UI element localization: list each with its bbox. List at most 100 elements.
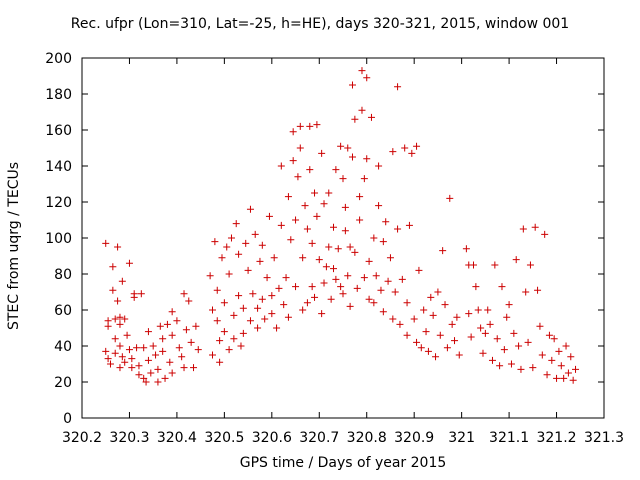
data-point — [413, 142, 421, 150]
data-point — [536, 322, 544, 330]
data-point — [553, 374, 561, 382]
data-point — [446, 194, 454, 202]
data-point — [360, 175, 368, 183]
data-point — [254, 304, 262, 312]
data-point — [403, 299, 411, 307]
data-point — [301, 202, 309, 210]
data-point — [332, 275, 340, 283]
plot-frame — [81, 57, 605, 419]
data-point — [116, 313, 124, 321]
data-point — [104, 322, 112, 330]
data-point — [346, 302, 354, 310]
data-point — [180, 364, 188, 372]
data-point — [512, 256, 520, 264]
data-point — [360, 274, 368, 282]
x-axis-label: GPS time / Days of year 2015 — [239, 455, 447, 471]
data-point — [235, 292, 243, 300]
data-point — [246, 205, 254, 213]
data-point — [453, 313, 461, 321]
data-point — [289, 157, 297, 165]
data-point — [156, 322, 164, 330]
data-point — [358, 67, 366, 75]
data-point — [413, 338, 421, 346]
data-point — [541, 230, 549, 238]
data-point — [147, 369, 155, 377]
data-point — [427, 293, 435, 301]
data-point — [346, 243, 354, 251]
data-point — [102, 347, 110, 355]
data-point — [451, 337, 459, 345]
data-point — [268, 292, 276, 300]
x-tick-label: 320.7 — [299, 430, 339, 446]
data-point — [543, 371, 551, 379]
data-point — [190, 364, 198, 372]
data-point — [308, 239, 316, 247]
data-point — [303, 225, 311, 233]
data-point — [557, 362, 565, 370]
data-point — [213, 317, 221, 325]
data-point — [109, 263, 117, 271]
data-point — [415, 266, 423, 274]
data-point — [166, 358, 174, 366]
data-point — [140, 374, 148, 382]
data-point — [187, 338, 195, 346]
data-point — [173, 317, 181, 325]
data-point — [244, 266, 252, 274]
x-tick-label: 320.2 — [62, 430, 102, 446]
data-point — [332, 166, 340, 174]
data-point — [382, 218, 390, 226]
data-point — [348, 153, 356, 161]
data-point — [128, 364, 136, 372]
data-point — [398, 275, 406, 283]
data-point — [529, 364, 537, 372]
data-point — [249, 290, 257, 298]
data-point — [439, 247, 447, 255]
data-point — [159, 347, 167, 355]
data-point — [318, 310, 326, 318]
data-point — [500, 346, 508, 354]
data-point — [322, 263, 330, 271]
data-point — [562, 342, 570, 350]
data-point — [230, 311, 238, 319]
data-point — [384, 277, 392, 285]
data-point — [209, 351, 216, 359]
data-point — [318, 149, 326, 157]
data-point — [491, 261, 499, 269]
data-point — [303, 299, 311, 307]
data-point — [526, 261, 534, 269]
data-point — [168, 331, 176, 339]
data-point — [372, 272, 380, 280]
data-point — [144, 356, 152, 364]
data-point — [292, 283, 300, 291]
data-point — [296, 122, 304, 130]
data-point — [477, 324, 485, 332]
data-point — [403, 331, 411, 339]
data-point — [111, 349, 119, 357]
data-point — [294, 173, 302, 181]
data-point — [175, 344, 183, 352]
data-point — [493, 335, 501, 343]
data-point — [472, 283, 480, 291]
data-point — [206, 272, 214, 280]
data-point — [213, 286, 221, 294]
data-point — [481, 329, 489, 337]
data-point — [394, 225, 402, 233]
data-point — [133, 344, 141, 352]
data-point — [135, 371, 143, 379]
data-point — [242, 239, 250, 247]
data-point — [348, 81, 356, 89]
data-point — [261, 315, 269, 323]
data-point — [470, 261, 477, 269]
data-point — [358, 106, 366, 114]
data-point — [109, 286, 117, 294]
data-point — [443, 344, 451, 352]
data-point — [344, 144, 352, 152]
data-point — [292, 216, 300, 224]
data-point — [474, 306, 482, 314]
data-point — [560, 374, 568, 382]
x-tick-label: 321.1 — [489, 430, 529, 446]
data-point — [367, 113, 375, 121]
data-point — [531, 223, 539, 231]
data-point — [116, 342, 124, 350]
data-point — [351, 115, 359, 123]
